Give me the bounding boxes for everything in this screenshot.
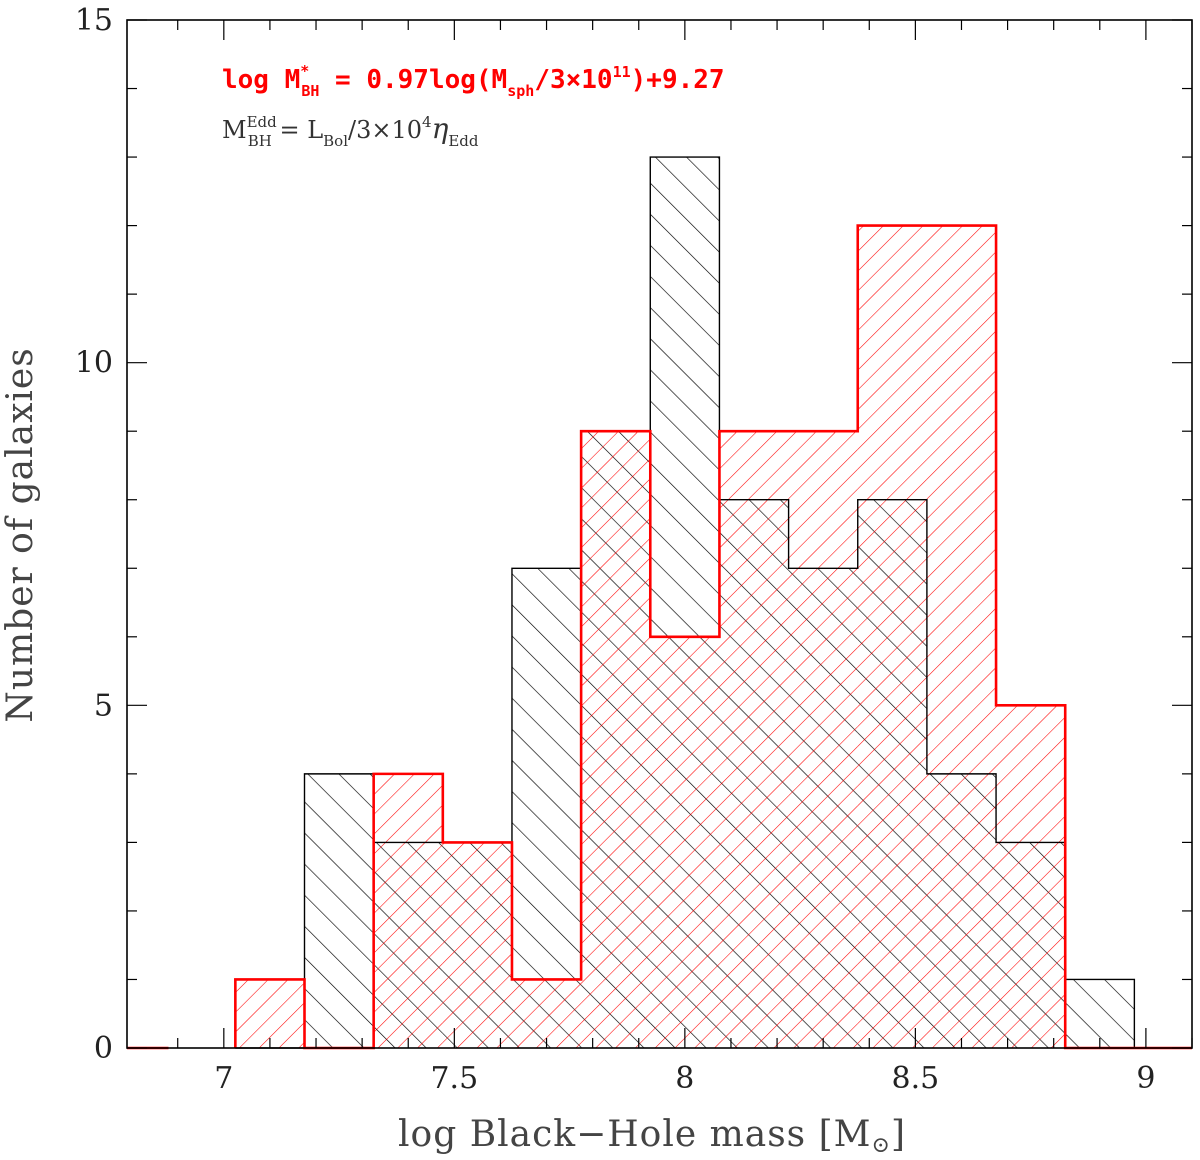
red-hist-bar [511, 979, 582, 1048]
x-tick-label: 9 [1136, 1061, 1155, 1096]
y-tick-label: 15 [75, 3, 113, 38]
red-hist-bar [235, 979, 305, 1048]
y-tick-label: 10 [75, 346, 113, 381]
black-hist-outline [235, 156, 1136, 1049]
red-hist-bar [996, 705, 1066, 1048]
x-tick-label: 7 [214, 1061, 233, 1096]
x-tick-label: 8 [675, 1061, 694, 1096]
legend-black-formula: MEdd BH = LBol/3×104ηEdd [222, 112, 479, 150]
y-axis-label: Number of galaxies [0, 347, 41, 722]
legend: log M* BH = 0.97log(Msph/3×1011)+9.27 MEd… [222, 62, 725, 150]
black-hist-bar [304, 773, 374, 1048]
red-hist-bar [788, 431, 858, 1048]
y-tick-label: 5 [94, 688, 113, 723]
plot-area: 7 7.5 8 8.5 9 0 5 10 15 [75, 3, 1193, 1096]
legend-red-formula: log M* BH = 0.97log(Msph/3×1011)+9.27 [222, 62, 725, 100]
red-hist-bar [581, 431, 651, 1048]
red-hist-bar [719, 431, 789, 1048]
y-tick-label: 0 [94, 1031, 113, 1066]
red-hist-bar [373, 773, 443, 1048]
plot-frame [126, 19, 1193, 1049]
x-tick-label: 8.5 [892, 1061, 940, 1096]
black-hist-bar [511, 568, 582, 1048]
x-axis-label: log Black−Hole mass [M⊙] [398, 1114, 906, 1158]
red-hist-bar [857, 225, 927, 1049]
x-tick-label: 7.5 [430, 1061, 478, 1096]
black-hist-bar [1065, 979, 1135, 1048]
red-hist-bar [442, 842, 512, 1048]
red-hist-bar [650, 636, 720, 1048]
red-hist-bar [926, 225, 997, 1049]
